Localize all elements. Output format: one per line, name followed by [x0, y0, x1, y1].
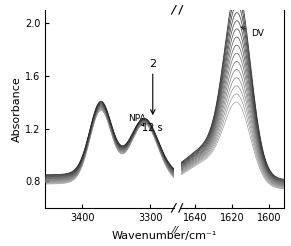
Text: Wavenumber/cm⁻¹: Wavenumber/cm⁻¹ — [112, 231, 217, 241]
Text: 2: 2 — [149, 59, 156, 69]
Text: DV: DV — [241, 27, 264, 38]
Text: NPA: NPA — [128, 114, 146, 126]
Text: 12 s: 12 s — [143, 123, 163, 133]
Y-axis label: Absorbance: Absorbance — [12, 76, 22, 142]
Text: //: // — [172, 226, 179, 235]
